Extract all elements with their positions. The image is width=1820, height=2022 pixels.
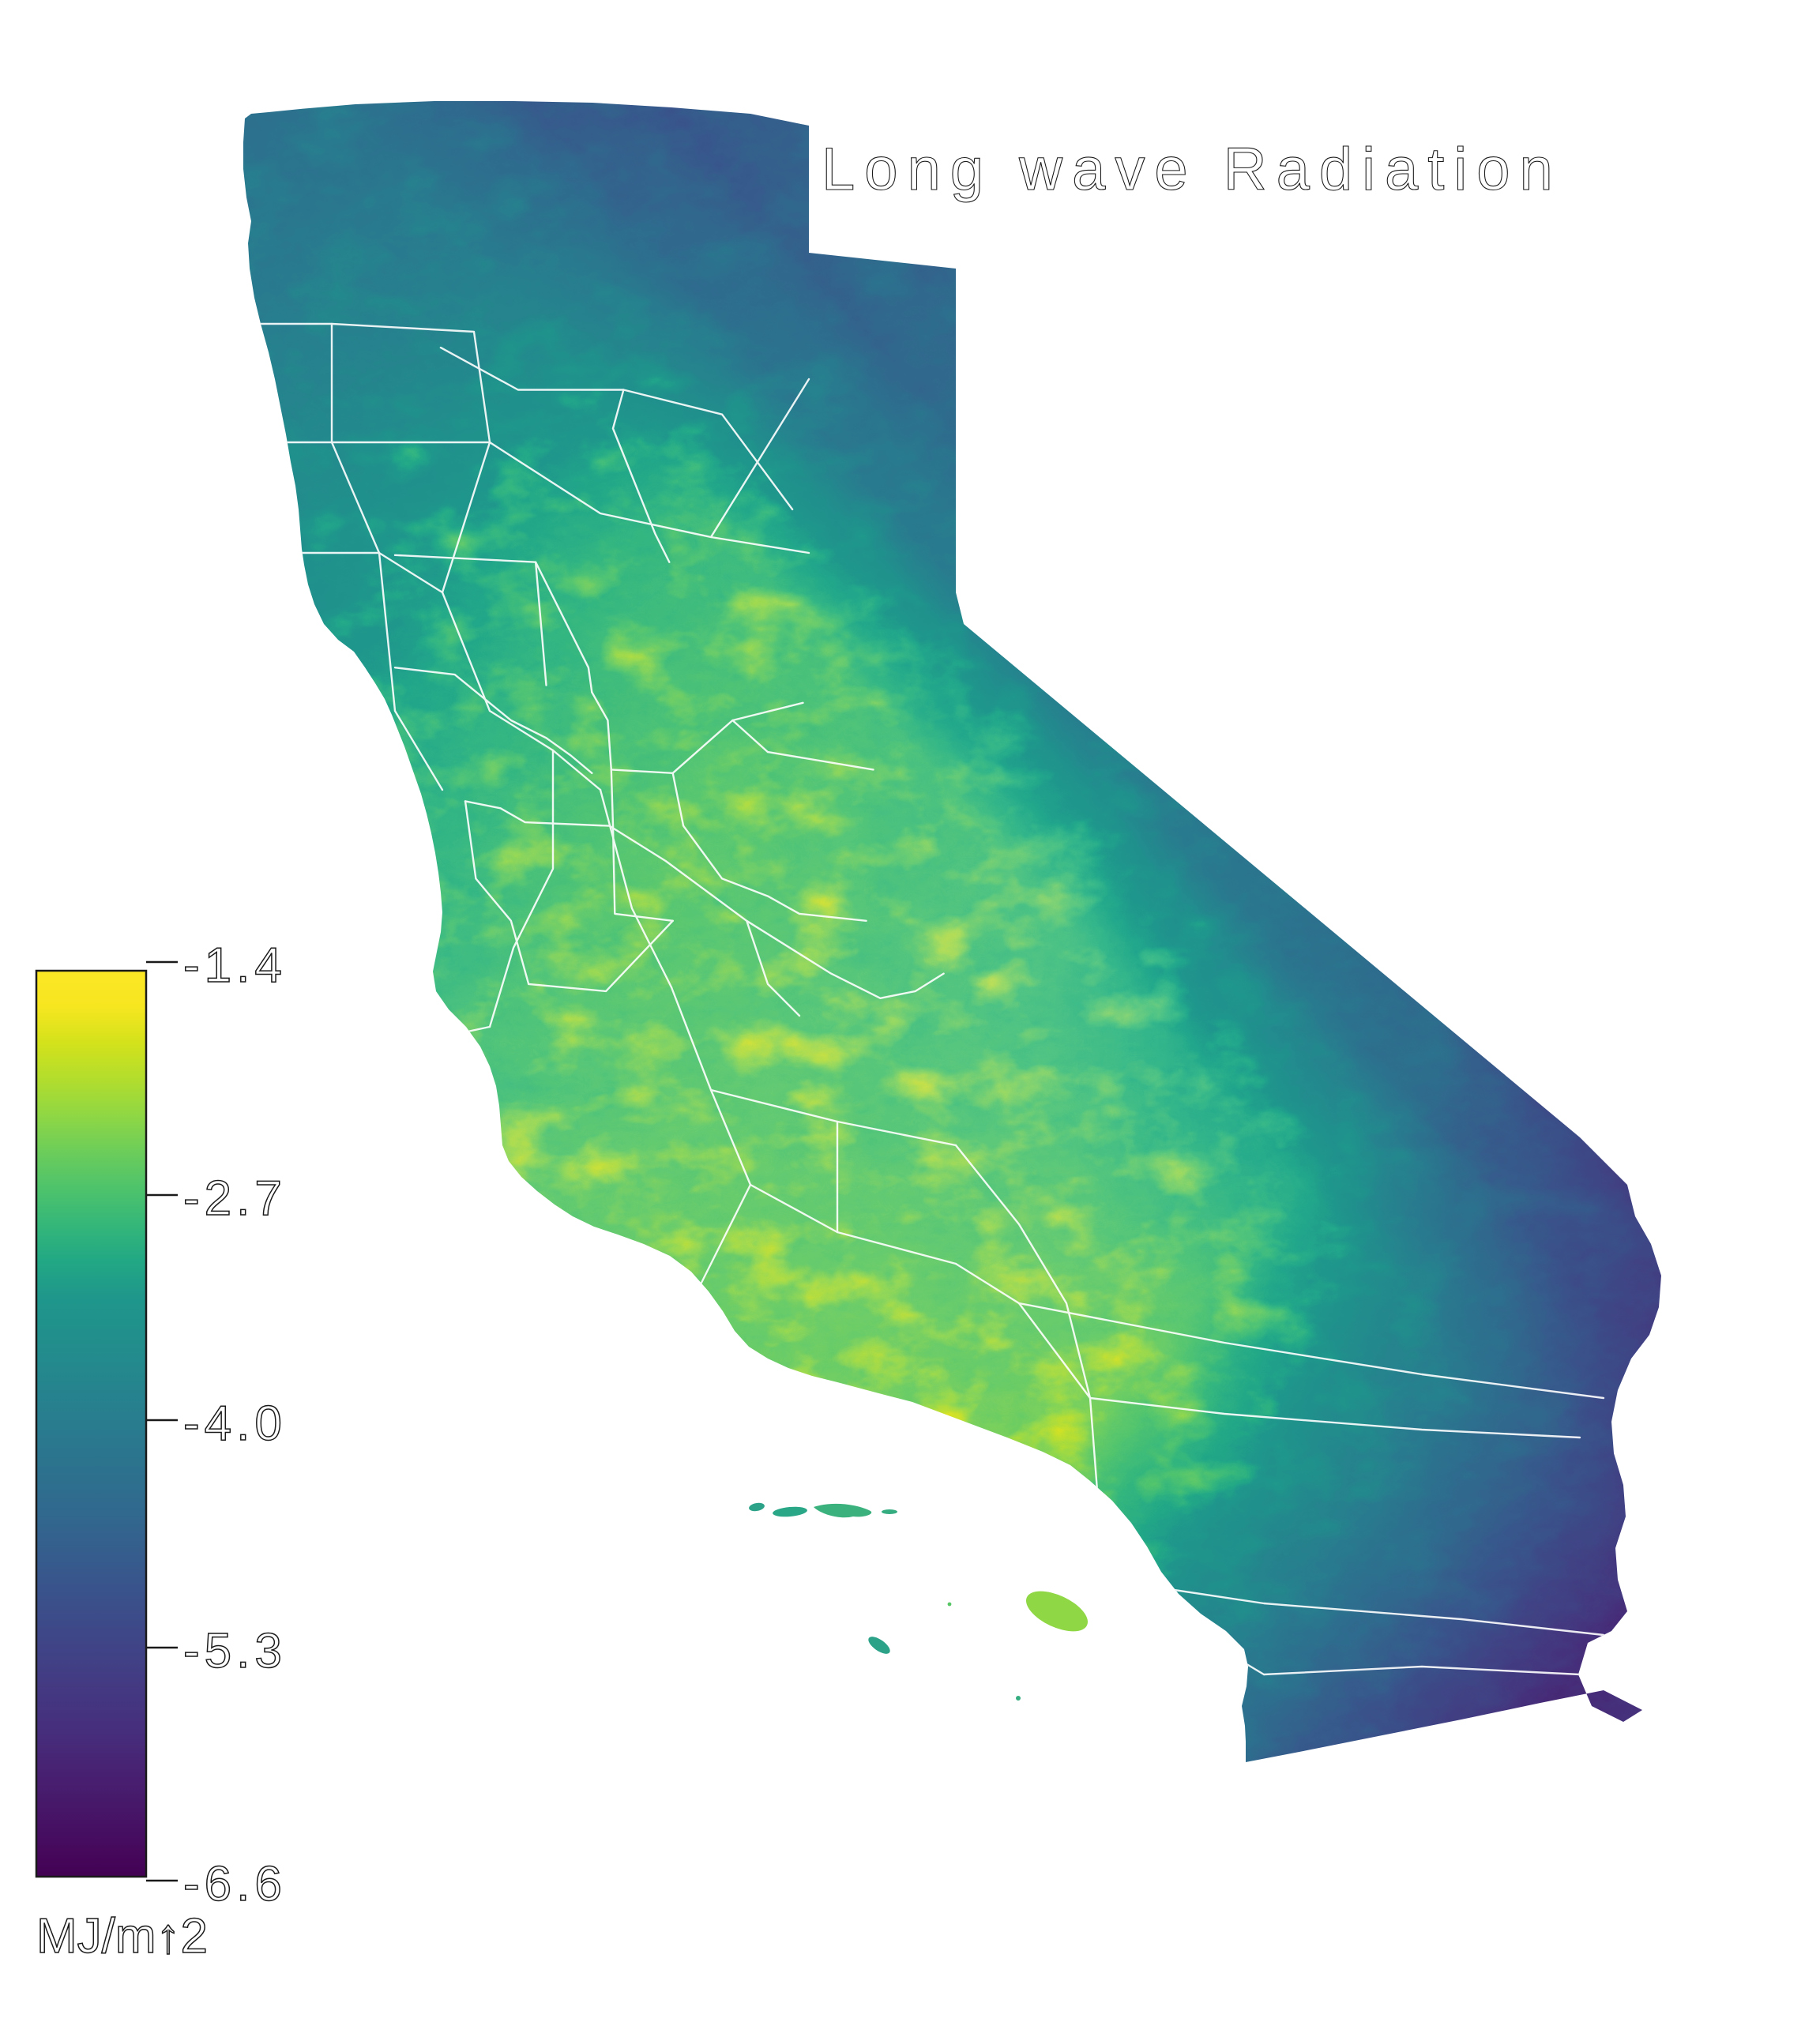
svg-text:-1.4: -1.4 xyxy=(183,938,287,993)
svg-text:-2.7: -2.7 xyxy=(183,1171,287,1226)
svg-text:-4.0: -4.0 xyxy=(183,1396,287,1451)
svg-text:Long wave Radiation: Long wave Radiation xyxy=(822,136,1562,203)
svg-text:-5.3: -5.3 xyxy=(183,1624,287,1678)
svg-text:MJ/m↑2: MJ/m↑2 xyxy=(36,1909,208,1964)
svg-text:-6.6: -6.6 xyxy=(183,1857,287,1911)
